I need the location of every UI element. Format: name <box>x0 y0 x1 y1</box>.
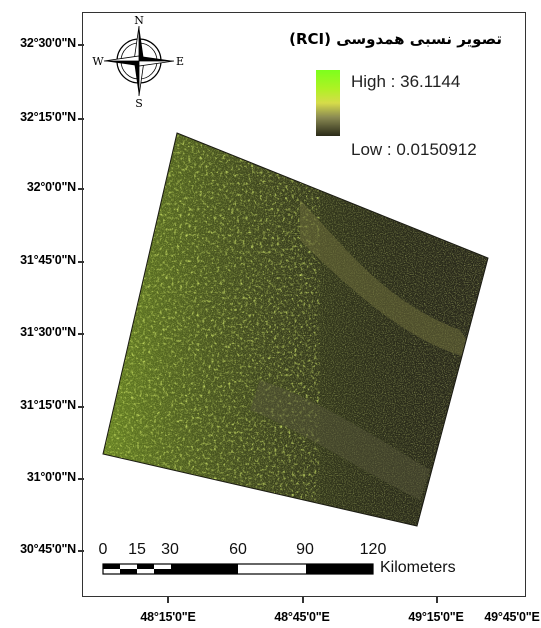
legend-low-label: Low : 0.0150912 <box>351 140 477 159</box>
legend-high-label: High : 36.1144 <box>351 72 461 91</box>
scale-unit-label: Kilometers <box>380 559 456 576</box>
longitude-tick <box>302 596 304 603</box>
compass-south-label: S <box>135 97 143 108</box>
scale-tick-label: 0 <box>98 541 108 558</box>
latitude-label: 30°45'0"N <box>20 542 76 556</box>
scale-tick-label: 90 <box>296 541 314 558</box>
latitude-label: 31°0'0"N <box>26 470 76 484</box>
latitude-label: 31°15'0"N <box>20 398 76 412</box>
latitude-tick <box>78 261 84 263</box>
scale-bar <box>102 563 374 575</box>
longitude-label: 48°15'0"E <box>140 610 196 624</box>
scale-tick-label: 30 <box>161 541 179 558</box>
longitude-label: 48°45'0"E <box>274 610 330 624</box>
legend-color-ramp <box>316 70 340 136</box>
latitude-label: 31°45'0"N <box>20 253 76 267</box>
latitude-label: 32°0'0"N <box>26 180 76 194</box>
longitude-label: 49°45'0"E <box>484 610 540 624</box>
map-title: تصویر نسبی همدوسی (RCI) <box>289 30 502 48</box>
latitude-tick <box>78 188 84 190</box>
longitude-tick <box>167 596 169 603</box>
compass-rose-icon: N S E W <box>92 14 184 108</box>
compass-west-label: W <box>92 55 104 68</box>
scale-tick-label: 60 <box>229 541 247 558</box>
latitude-tick <box>78 44 84 46</box>
scale-tick-label: 15 <box>128 541 146 558</box>
latitude-tick <box>78 118 84 120</box>
latitude-label: 31°30'0"N <box>20 325 76 339</box>
latitude-tick <box>78 406 84 408</box>
latitude-tick <box>78 550 84 552</box>
longitude-label: 49°15'0"E <box>408 610 464 624</box>
compass-east-label: E <box>176 55 184 68</box>
scale-tick-label: 120 <box>359 541 387 558</box>
longitude-tick <box>436 596 438 603</box>
latitude-tick <box>78 478 84 480</box>
latitude-tick <box>78 333 84 335</box>
compass-north-label: N <box>134 14 144 27</box>
latitude-label: 32°30'0"N <box>20 36 76 50</box>
latitude-label: 32°15'0"N <box>20 110 76 124</box>
